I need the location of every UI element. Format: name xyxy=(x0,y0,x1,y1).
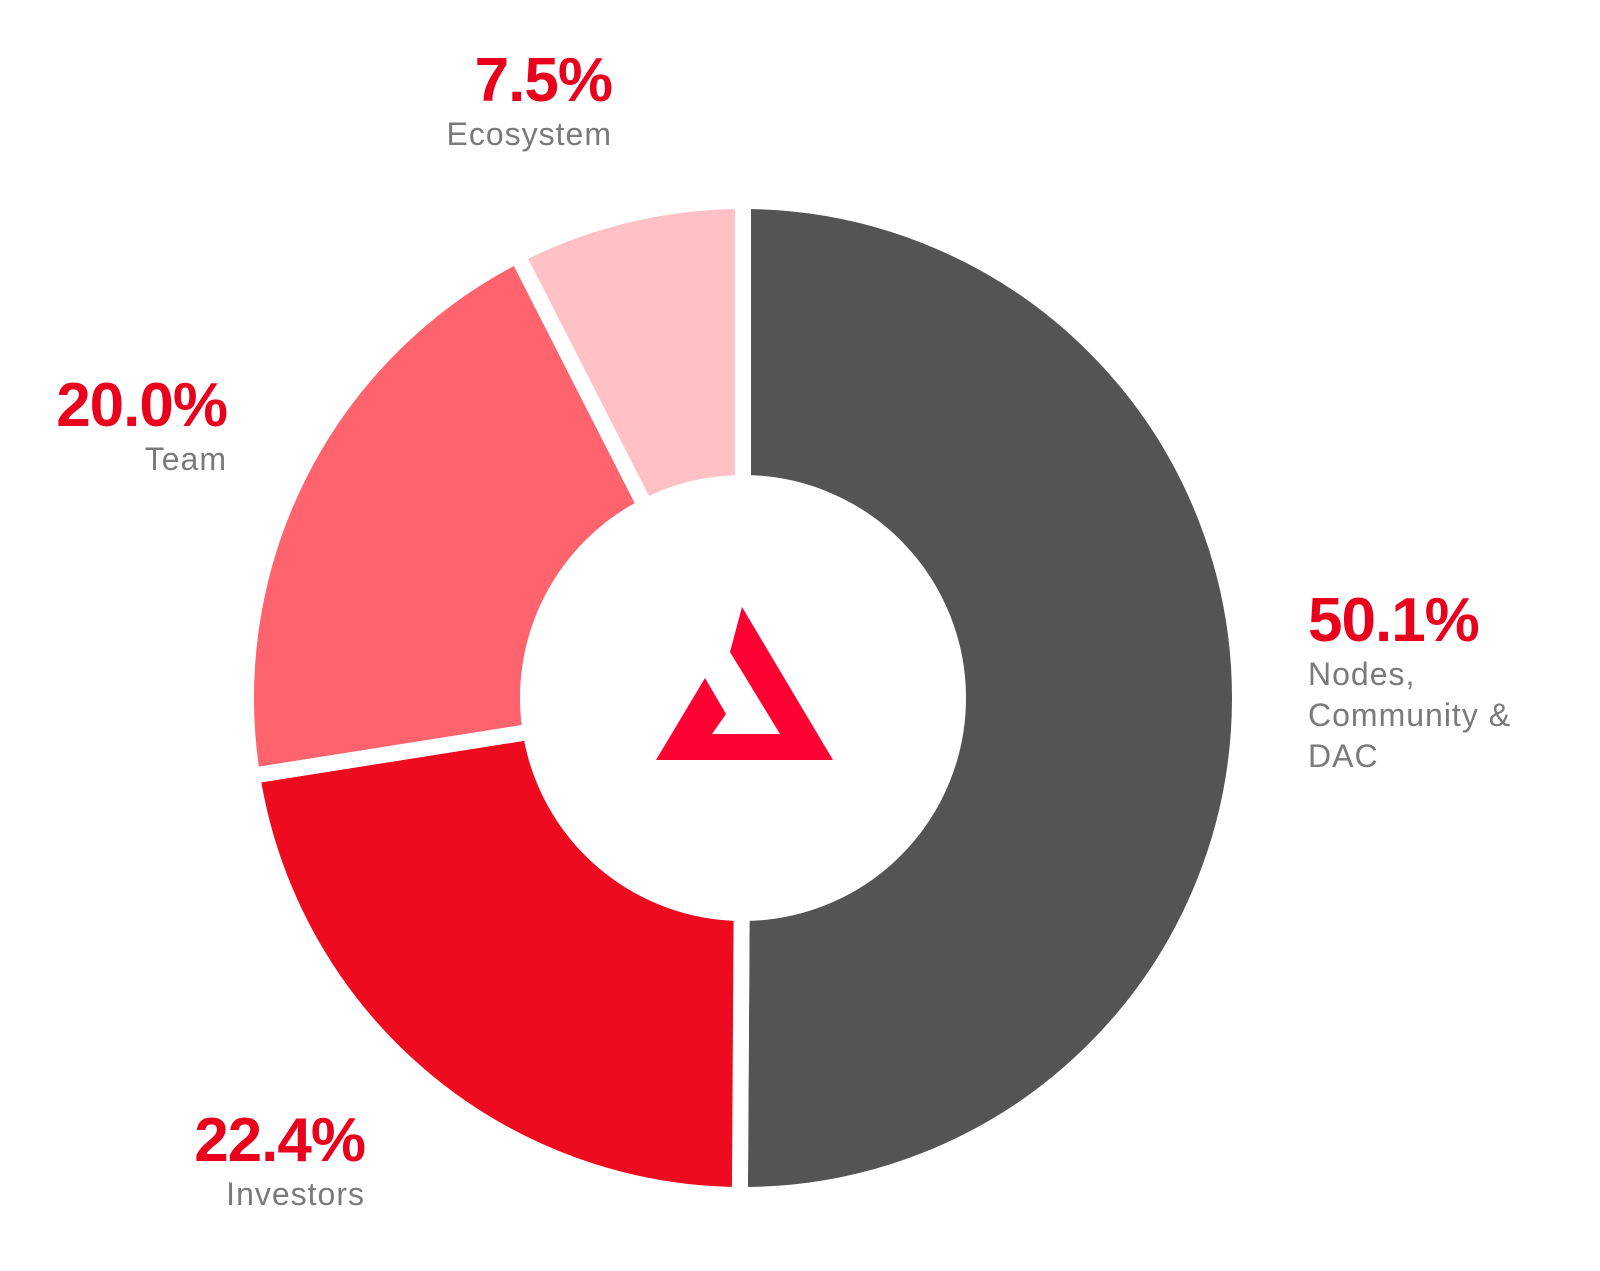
value-label: 22.4% xyxy=(194,1106,366,1175)
value-label: 50.1% xyxy=(1308,586,1480,655)
slice-label: 7.5% Ecosystem xyxy=(446,46,613,155)
logo xyxy=(656,607,833,760)
value-label: 7.5% xyxy=(474,46,613,115)
slice-label: 20.0% Team xyxy=(56,371,228,480)
category-label: Ecosystem xyxy=(446,116,612,152)
category-label: Nodes, Community & DAC xyxy=(1308,656,1512,774)
value-label: 20.0% xyxy=(56,371,228,440)
slice-label: 22.4% Investors xyxy=(194,1106,366,1215)
donut-slice xyxy=(238,244,657,785)
slice-label: 50.1% Nodes, Community & DAC xyxy=(1308,588,1568,777)
donut-slice xyxy=(731,192,1248,1203)
category-label: Investors xyxy=(226,1176,365,1212)
category-label: Team xyxy=(144,441,227,477)
donut-slice xyxy=(506,192,751,518)
donut-slice xyxy=(242,722,750,1204)
